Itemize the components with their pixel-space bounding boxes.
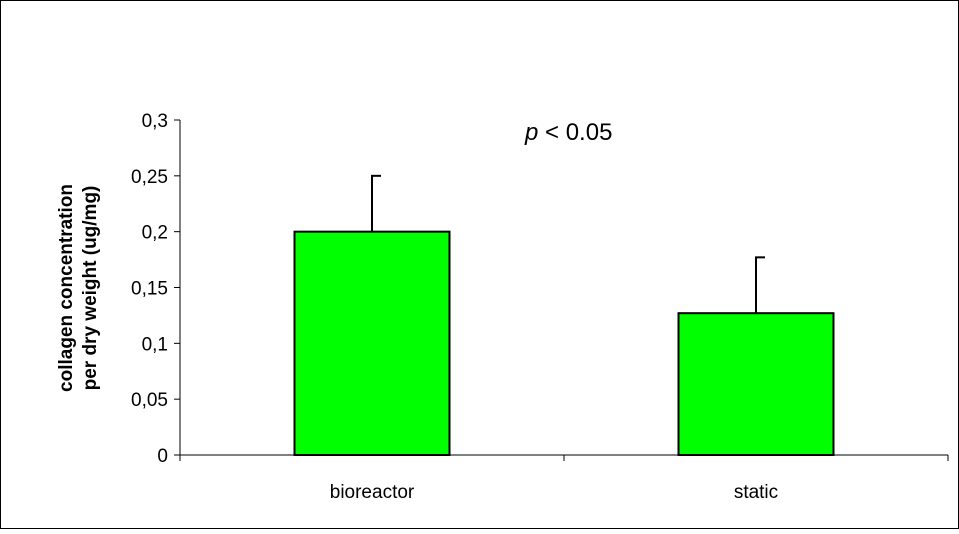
x-category-label: static <box>734 482 778 503</box>
y-tick-label: 0,1 <box>142 334 168 355</box>
y-tick-label: 0,05 <box>131 390 168 411</box>
p-value-annotation: p < 0.05 <box>524 119 612 146</box>
y-tick-label: 0,25 <box>131 167 168 188</box>
y-tick-label: 0,2 <box>142 223 168 244</box>
y-tick-label: 0 <box>157 446 168 467</box>
axes: 0 0,05 0,1 0,15 0,2 0,25 0,3 bioreactor static <box>131 111 949 503</box>
y-axis-title-line-2: per dry weight (ug/mg) <box>80 186 101 391</box>
p-value-italic: p <box>524 119 538 146</box>
x-category-label: bioreactor <box>330 482 415 503</box>
y-tick-label: 0,15 <box>131 279 168 300</box>
p-value-rest: < 0.05 <box>538 119 612 146</box>
bar-bioreactor <box>293 230 451 456</box>
bars <box>293 174 835 456</box>
y-axis-title: collagen concentration per dry weight (u… <box>56 184 101 392</box>
y-axis-title-line-1: collagen concentration <box>56 184 77 392</box>
bar-static <box>677 312 835 456</box>
y-tick-label: 0,3 <box>142 111 168 132</box>
